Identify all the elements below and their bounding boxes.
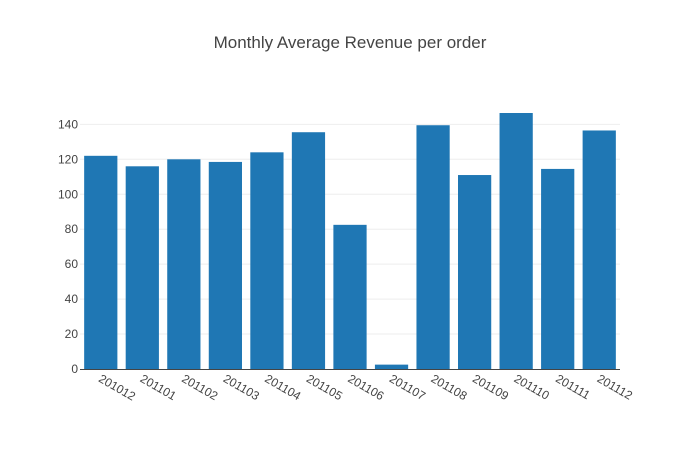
x-tick-label: 201112	[595, 371, 635, 402]
x-tick-label: 201111	[553, 371, 593, 402]
bar-201109[interactable]	[458, 175, 492, 369]
y-tick-label: 140	[58, 117, 78, 131]
x-tick-label: 201108	[429, 371, 470, 403]
bar-201101[interactable]	[125, 166, 159, 369]
x-tick-label: 201106	[346, 371, 387, 403]
bar-201103[interactable]	[208, 161, 242, 369]
x-tick-label: 201104	[262, 371, 303, 403]
y-tick-label: 60	[65, 257, 79, 271]
x-tick-label: 201101	[138, 371, 179, 403]
y-tick-label: 20	[65, 327, 79, 341]
bar-201012[interactable]	[84, 155, 118, 369]
x-tick-label: 201103	[221, 371, 262, 403]
x-tick-label: 201109	[470, 371, 511, 403]
bars	[84, 113, 616, 369]
bar-201104[interactable]	[250, 152, 284, 369]
chart-title: Monthly Average Revenue per order	[213, 33, 487, 52]
bar-201108[interactable]	[416, 125, 450, 369]
bar-201107[interactable]	[374, 364, 409, 369]
y-axis-ticks: 0 20 40 60 80 100 120 140	[58, 117, 78, 376]
y-tick-label: 40	[65, 292, 79, 306]
bar-201105[interactable]	[291, 132, 326, 369]
y-tick-label: 0	[71, 362, 78, 376]
x-tick-label: 201105	[304, 371, 345, 403]
bar-201112[interactable]	[582, 130, 616, 369]
x-tick-label: 201012	[96, 371, 138, 403]
bar-201106[interactable]	[333, 224, 367, 369]
y-tick-label: 100	[58, 187, 78, 201]
bar-201110[interactable]	[499, 113, 533, 369]
y-tick-label: 120	[58, 152, 78, 166]
x-tick-label: 201107	[387, 371, 428, 403]
bar-201102[interactable]	[167, 159, 201, 369]
y-tick-label: 80	[65, 222, 79, 236]
x-axis-ticks: 201012 201101 201102 201103 201104 201105 2011…	[96, 371, 635, 403]
x-tick-label: 201102	[179, 371, 220, 403]
x-tick-label: 201110	[512, 371, 552, 402]
bar-201111[interactable]	[541, 168, 575, 369]
